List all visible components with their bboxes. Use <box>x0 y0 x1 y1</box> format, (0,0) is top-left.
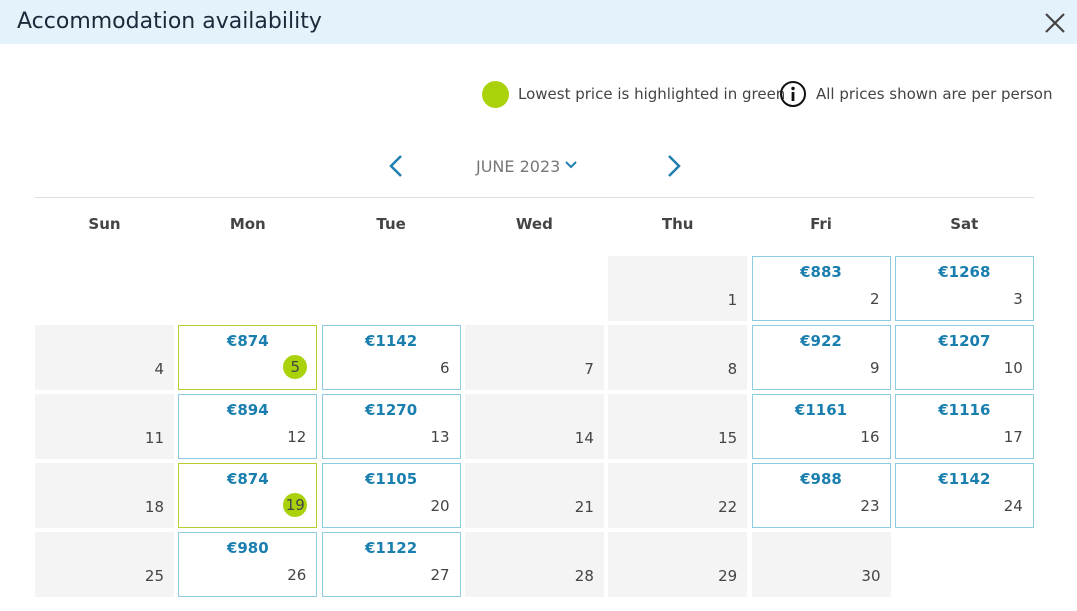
month-label: JUNE 2023 <box>476 157 561 176</box>
day-cell: 15 <box>608 394 748 459</box>
day-number: 10 <box>1003 359 1023 377</box>
price: €874 <box>226 470 269 488</box>
weekday-label: Mon <box>229 215 266 233</box>
day-number: 7 <box>584 360 594 378</box>
day-cell: 8 <box>608 325 748 390</box>
day-cell: 30 <box>751 532 891 597</box>
day-cell: 18 <box>35 463 174 528</box>
day-number: 25 <box>144 567 164 585</box>
day-cell: 7 <box>464 325 604 390</box>
day-number: 9 <box>869 359 880 377</box>
price: €883 <box>800 263 842 281</box>
day-number: 27 <box>430 566 450 584</box>
price: €1105 <box>365 470 418 488</box>
price: €1207 <box>938 332 991 350</box>
day-number: 21 <box>574 498 594 516</box>
day-number: 23 <box>860 497 880 515</box>
weekday-label: Sun <box>88 215 121 233</box>
weekday-label: Tue <box>376 215 406 233</box>
price-cell[interactable]: €1207 10 <box>894 325 1034 390</box>
price-cell[interactable]: €1161 16 <box>751 394 891 459</box>
day-cell: 21 <box>464 463 604 528</box>
month-select[interactable]: JUNE 2023 <box>476 157 582 176</box>
price-cell[interactable]: €1142 6 <box>321 325 461 390</box>
price: €1142 <box>365 332 418 350</box>
price-cell[interactable]: €1270 13 <box>321 394 461 459</box>
price-cell[interactable]: €1268 3 <box>894 256 1034 321</box>
info-icon <box>780 81 806 107</box>
price: €922 <box>800 332 842 350</box>
legend-per-person: All prices shown are per person <box>816 85 1053 103</box>
price-cell[interactable]: €1142 24 <box>894 463 1034 528</box>
price: €1270 <box>365 401 418 419</box>
day-cell: 14 <box>464 394 604 459</box>
day-cell: 29 <box>608 532 748 597</box>
day-cell: 22 <box>608 463 748 528</box>
price-cell[interactable]: €988 23 <box>751 463 891 528</box>
day-number: 1 <box>727 291 738 309</box>
day-cell: 1 <box>608 256 748 321</box>
day-number: 28 <box>574 567 594 585</box>
price-cell[interactable]: €1116 17 <box>894 394 1034 459</box>
weekday-label: Wed <box>515 215 553 233</box>
divider <box>35 197 1034 198</box>
day-number: 14 <box>574 429 594 447</box>
price: €1122 <box>365 539 418 557</box>
day-cell: 25 <box>35 532 174 597</box>
day-number: 20 <box>430 497 450 515</box>
price-cell[interactable]: €1122 27 <box>321 532 461 597</box>
day-number: 11 <box>144 429 164 447</box>
dialog-title: Accommodation availability <box>17 9 322 34</box>
day-number: 2 <box>869 290 880 308</box>
price: €1142 <box>938 470 991 488</box>
weekday-label: Thu <box>661 215 694 233</box>
day-number: 22 <box>718 498 738 516</box>
header-bar <box>0 0 1077 44</box>
price: €1161 <box>794 401 848 419</box>
price-cell[interactable]: €980 26 <box>178 532 318 597</box>
prev-month[interactable] <box>386 153 406 179</box>
day-number: 15 <box>718 429 738 447</box>
day-number: 8 <box>727 360 738 378</box>
day-number: 24 <box>1003 497 1023 515</box>
day-number: 19 <box>283 493 308 517</box>
weekday-label: Fri <box>810 215 832 233</box>
legend-green-dot <box>482 81 509 108</box>
day-cell: 4 <box>35 325 174 390</box>
next-month[interactable] <box>664 153 684 179</box>
price: €874 <box>226 332 269 350</box>
day-number: 4 <box>154 360 164 378</box>
price: €1268 <box>938 263 991 281</box>
weekday-label: Sat <box>950 215 979 233</box>
price-cell[interactable]: €883 2 <box>751 256 891 321</box>
price-cell[interactable]: €1105 20 <box>321 463 461 528</box>
price-cell[interactable]: €922 9 <box>751 325 891 390</box>
day-number: 5 <box>283 355 308 379</box>
day-number: 26 <box>287 566 307 584</box>
day-number: 16 <box>860 428 880 446</box>
dropdown-caret <box>565 161 578 169</box>
day-cell: 11 <box>35 394 174 459</box>
price: €980 <box>226 539 269 557</box>
price: €894 <box>226 401 269 419</box>
day-number: 12 <box>287 428 307 446</box>
day-cell: 28 <box>464 532 604 597</box>
day-number: 13 <box>430 428 450 446</box>
day-number: 6 <box>440 359 450 377</box>
day-number: 18 <box>144 498 164 516</box>
day-number: 30 <box>861 567 881 585</box>
day-number: 29 <box>718 567 738 585</box>
price-cell[interactable]: €874 5 <box>178 325 318 390</box>
day-number: 17 <box>1003 428 1023 446</box>
day-number: 3 <box>1013 290 1023 308</box>
price: €1116 <box>938 401 991 419</box>
price: €988 <box>800 470 842 488</box>
legend-lowest: Lowest price is highlighted in green <box>518 85 786 103</box>
price-cell[interactable]: €874 19 <box>178 463 318 528</box>
close-button[interactable] <box>1044 12 1066 34</box>
price-cell[interactable]: €894 12 <box>178 394 318 459</box>
